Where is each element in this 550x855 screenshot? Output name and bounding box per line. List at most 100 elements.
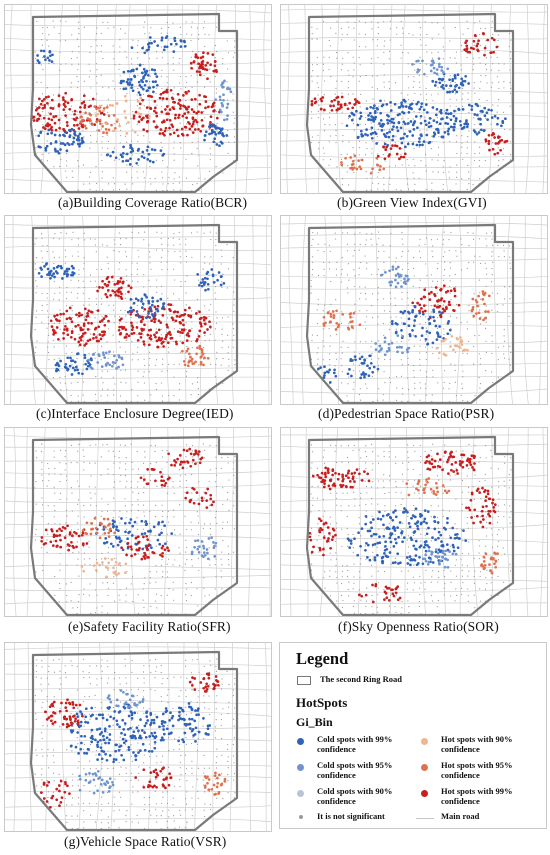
point-not-significant: [185, 528, 187, 531]
point-hot99: [210, 105, 214, 109]
point-hot99: [55, 326, 59, 329]
point-hot99: [49, 106, 53, 110]
point-cold99: [51, 53, 54, 57]
point-not-significant: [59, 480, 61, 483]
point-hot99: [198, 461, 202, 465]
caption-b: (b)Green View Index(GVI): [337, 195, 487, 210]
point-cold95: [388, 269, 391, 273]
point-not-significant: [100, 303, 103, 305]
point-not-significant: [107, 503, 109, 505]
point-not-significant: [227, 129, 229, 132]
point-not-significant: [53, 26, 55, 28]
point-not-significant: [390, 105, 392, 107]
point-not-significant: [400, 340, 402, 343]
point-not-significant: [473, 261, 475, 263]
point-cold99: [371, 131, 375, 135]
point-hot99: [139, 476, 143, 480]
point-not-significant: [108, 547, 110, 549]
point-not-significant: [172, 486, 174, 488]
point-hot99: [163, 133, 166, 137]
point-cold95: [205, 548, 209, 551]
point-cold99: [411, 142, 415, 146]
point-not-significant: [460, 292, 462, 294]
point-hot99: [80, 313, 83, 317]
point-not-significant: [352, 123, 355, 125]
point-hot99: [465, 39, 468, 43]
point-not-significant: [335, 333, 338, 336]
point-not-significant: [342, 340, 344, 342]
point-not-significant: [479, 309, 481, 311]
point-hot99: [402, 155, 406, 159]
point-hot99: [64, 100, 67, 103]
point-not-significant: [232, 577, 234, 579]
point-cold95: [87, 358, 90, 362]
point-not-significant: [126, 188, 128, 190]
point-not-significant: [83, 546, 85, 548]
point-not-significant: [185, 599, 188, 602]
point-hot99: [43, 103, 47, 107]
point-not-significant: [119, 39, 121, 41]
point-cold99: [47, 128, 51, 132]
point-not-significant: [101, 298, 103, 300]
point-cold99: [388, 119, 392, 123]
point-not-significant: [467, 232, 469, 234]
point-not-significant: [353, 363, 355, 365]
point-not-significant: [419, 39, 421, 41]
point-not-significant: [137, 346, 139, 348]
point-hot95: [97, 129, 101, 132]
point-not-significant: [156, 291, 158, 293]
point-hot99: [162, 479, 166, 483]
main-road: [5, 260, 271, 266]
point-not-significant: [204, 340, 206, 342]
point-not-significant: [366, 387, 368, 389]
point-not-significant: [425, 99, 428, 101]
point-hot99: [206, 77, 209, 81]
point-not-significant: [346, 274, 348, 276]
point-not-significant: [204, 305, 206, 307]
point-not-significant: [36, 285, 38, 287]
point-not-significant: [102, 382, 104, 384]
point-not-significant: [448, 171, 450, 173]
point-cold99: [434, 324, 438, 328]
point-not-significant: [167, 346, 170, 349]
point-not-significant: [119, 63, 121, 65]
point-hot95: [471, 305, 475, 309]
point-not-significant: [455, 51, 458, 53]
point-not-significant: [371, 148, 373, 150]
point-hot99: [140, 327, 143, 331]
point-hot95: [351, 159, 355, 163]
point-cold95: [387, 346, 391, 350]
point-hot95: [105, 131, 109, 135]
point-not-significant: [419, 316, 422, 318]
point-not-significant: [112, 304, 115, 306]
point-cold99: [140, 155, 144, 158]
point-not-significant: [83, 262, 85, 264]
point-hot99: [196, 56, 200, 60]
point-cold99: [461, 108, 465, 111]
point-not-significant: [118, 457, 120, 459]
point-hot99: [192, 453, 196, 456]
point-not-significant: [431, 189, 433, 191]
point-not-significant: [232, 328, 235, 330]
point-cold99: [451, 90, 455, 93]
point-cold95: [214, 541, 218, 545]
point-hot99: [32, 115, 36, 119]
point-cold95: [401, 351, 404, 355]
point-cold99: [146, 73, 150, 77]
point-cold99: [154, 72, 157, 76]
point-not-significant: [197, 522, 200, 524]
point-hot99: [492, 50, 495, 54]
point-hot99: [54, 114, 58, 118]
point-hot99: [63, 536, 67, 540]
point-not-significant: [443, 381, 445, 383]
point-cold99: [140, 85, 143, 89]
point-not-significant: [479, 357, 482, 360]
point-not-significant: [118, 68, 120, 71]
point-not-significant: [430, 148, 433, 150]
point-not-significant: [35, 346, 37, 348]
point-cold99: [366, 364, 369, 368]
point-hot99: [428, 298, 432, 301]
point-not-significant: [328, 116, 331, 119]
point-hot99: [73, 530, 76, 534]
point-not-significant: [480, 74, 482, 77]
